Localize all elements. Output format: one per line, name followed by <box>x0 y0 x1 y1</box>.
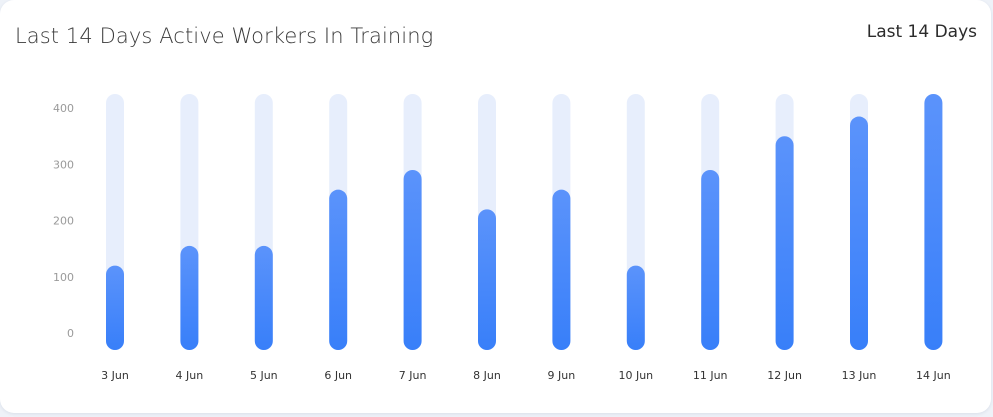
y-axis: 0 100 200 300 400 <box>53 102 74 340</box>
y-tick-label: 400 <box>53 102 74 115</box>
x-tick-label: 6 Jun <box>324 369 352 382</box>
bar[interactable] <box>180 245 199 350</box>
bar[interactable] <box>329 189 348 350</box>
x-tick-label: 11 Jun <box>693 369 728 382</box>
bar[interactable] <box>775 136 794 350</box>
x-axis: 3 Jun 4 Jun 5 Jun 6 Jun 7 Jun 8 Jun 9 Jun 10 Ju… <box>101 369 951 382</box>
x-tick-label: 4 Jun <box>176 369 204 382</box>
y-tick-label: 0 <box>67 327 74 340</box>
bars <box>106 94 943 350</box>
x-tick-label: 9 Jun <box>548 369 576 382</box>
x-tick-label: 7 Jun <box>399 369 427 382</box>
y-tick-label: 300 <box>53 158 74 171</box>
x-tick-label: 10 Jun <box>618 369 653 382</box>
bar[interactable] <box>403 169 422 350</box>
bar-tracks <box>106 94 943 350</box>
x-tick-label: 12 Jun <box>767 369 802 382</box>
bar[interactable] <box>478 209 496 350</box>
bar[interactable] <box>552 189 571 350</box>
x-tick-label: 13 Jun <box>842 369 877 382</box>
date-range-selector[interactable]: Last 14 Days <box>866 22 977 42</box>
y-tick-label: 200 <box>53 215 74 228</box>
bar[interactable] <box>850 116 868 350</box>
chart-title: Last 14 Days Active Workers In Training <box>15 24 434 48</box>
bar[interactable] <box>106 265 124 350</box>
y-tick-label: 100 <box>53 271 74 284</box>
x-tick-label: 8 Jun <box>473 369 501 382</box>
x-tick-label: 3 Jun <box>101 369 129 382</box>
bar[interactable] <box>254 245 273 350</box>
x-tick-label: 14 Jun <box>916 369 951 382</box>
x-tick-label: 5 Jun <box>250 369 278 382</box>
bar[interactable] <box>924 94 943 350</box>
bar[interactable] <box>701 169 720 350</box>
bar[interactable] <box>626 265 645 350</box>
